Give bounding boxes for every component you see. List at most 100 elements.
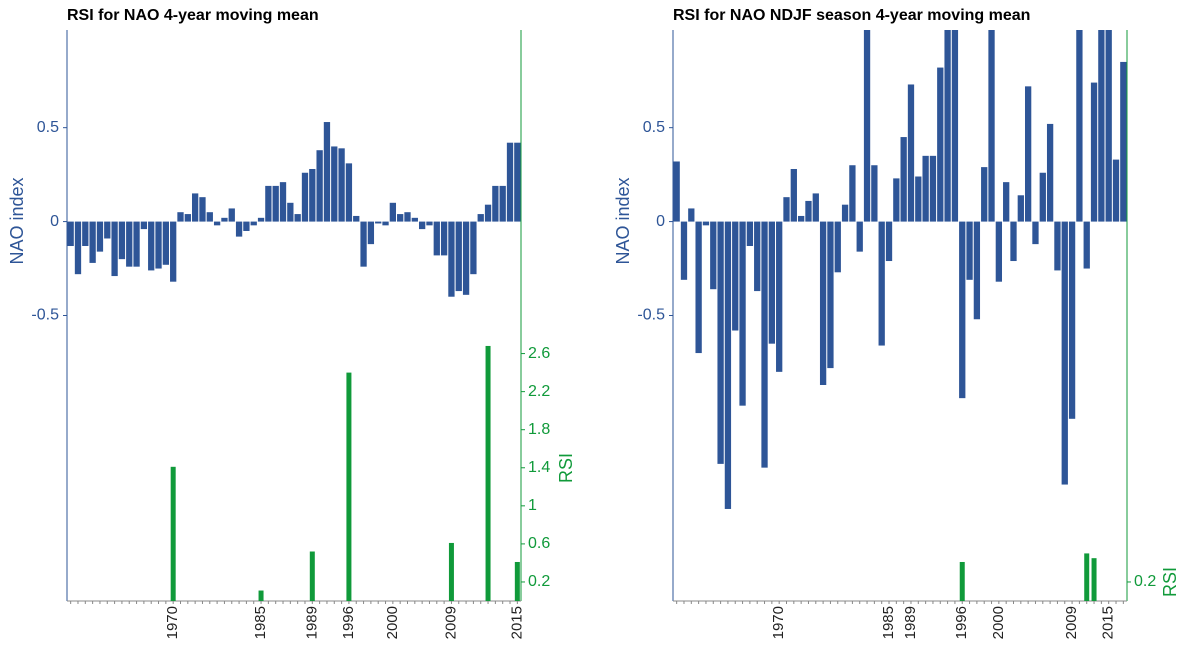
nao-bar — [812, 193, 819, 222]
nao-bar — [353, 215, 360, 222]
nao-bar — [1024, 86, 1032, 222]
nao-bar — [988, 30, 995, 222]
nao-bar — [688, 208, 695, 222]
nao-bar — [514, 142, 521, 222]
nao-bar — [162, 221, 170, 265]
plot-area — [673, 30, 1127, 601]
nao-bar — [754, 221, 761, 292]
y-tick-label: 0.5 — [37, 119, 59, 136]
nao-bar — [834, 221, 841, 273]
nao-bar — [462, 221, 470, 295]
nao-bar — [243, 221, 250, 231]
nao-bar — [360, 221, 367, 267]
nao-bar — [265, 185, 272, 222]
nao-bar — [885, 221, 893, 262]
nao-bar — [1039, 172, 1046, 222]
nao-bar — [177, 212, 184, 222]
x-tick-label: 1996 — [953, 606, 970, 639]
nao-bar — [1010, 221, 1017, 262]
nao-bar — [724, 221, 732, 509]
nao-bar — [1090, 82, 1098, 222]
nao-bar — [126, 221, 133, 267]
chart-title: RSI for NAO 4-year moving mean — [67, 7, 319, 24]
nao-bar — [148, 221, 155, 271]
rsi-bar — [514, 561, 520, 601]
nao-bar — [323, 122, 331, 222]
y2-tick-label: 1.4 — [528, 459, 550, 476]
nao-bar — [279, 182, 287, 222]
rsi-bar — [258, 590, 264, 601]
nao-bar — [345, 163, 353, 222]
x-tick-label: 1970 — [770, 606, 787, 639]
panel: RSI for NAO 4-year moving mean 0.5 0 -0.5 0.… — [7, 7, 576, 639]
nao-bar — [96, 221, 104, 252]
nao-bar — [170, 221, 177, 282]
nao-bar — [871, 165, 878, 222]
nao-bar — [470, 221, 477, 275]
rsi-bar — [1091, 558, 1097, 601]
nao-bar — [1003, 182, 1010, 222]
nao-bar — [944, 30, 951, 222]
nao-bar — [477, 214, 484, 222]
rsi-bar — [309, 551, 315, 601]
nao-bar — [790, 168, 797, 222]
nao-bar — [673, 161, 680, 222]
nao-bar — [82, 221, 89, 247]
nao-bar — [1083, 221, 1090, 269]
nao-bar — [915, 176, 922, 222]
nao-bar — [104, 221, 111, 239]
nao-bar — [959, 221, 966, 399]
x-tick-label: 1989 — [902, 606, 919, 639]
nao-bar — [1032, 221, 1039, 245]
y-tick-label: -0.5 — [637, 307, 665, 324]
nao-bar — [455, 221, 462, 292]
nao-bar — [426, 221, 433, 226]
x-tick-label: 1989 — [303, 606, 320, 639]
nao-bar — [695, 221, 702, 354]
nao-bar — [768, 221, 776, 344]
rsi-bar — [346, 372, 352, 601]
nao-bar — [841, 204, 849, 222]
nao-bar — [746, 221, 754, 247]
x-tick-label: 2000 — [384, 606, 401, 639]
nao-bar — [74, 221, 82, 275]
nao-bar — [213, 221, 221, 226]
nao-bar — [717, 221, 724, 464]
nao-bar — [338, 148, 345, 222]
nao-bar — [506, 142, 514, 222]
nao-bar — [900, 137, 907, 222]
nao-bar — [440, 221, 448, 256]
x-tick-label: 1970 — [164, 606, 181, 639]
nao-bar — [118, 221, 126, 260]
nao-bar — [761, 221, 768, 468]
nao-bar — [966, 221, 973, 280]
nao-bar — [235, 221, 243, 237]
y2-tick-label: 0.2 — [528, 573, 550, 590]
y-tick-label: 0 — [50, 213, 59, 230]
y-tick-label: 0.5 — [643, 119, 665, 136]
y2-tick-label: 0.6 — [528, 535, 550, 552]
nao-bar — [863, 30, 871, 222]
nao-bar — [710, 221, 717, 290]
x-tick-label: 1985 — [880, 606, 897, 639]
nao-bar — [805, 200, 812, 222]
nao-bar — [499, 185, 506, 222]
x-tick-label: 2000 — [990, 606, 1007, 639]
nao-bar — [1105, 30, 1112, 222]
nao-bar — [228, 208, 235, 222]
x-tick-label: 2015 — [508, 606, 525, 639]
nao-bar — [404, 212, 411, 222]
y-tick-label: -0.5 — [31, 307, 59, 324]
y2-tick-label: 1 — [528, 497, 537, 514]
nao-bar — [783, 197, 790, 222]
nao-bar — [1017, 195, 1024, 222]
nao-bar — [155, 221, 162, 269]
y-axis-label: NAO index — [7, 177, 27, 264]
nao-bar — [397, 214, 404, 222]
nao-bar — [287, 202, 294, 222]
panel: RSI for NAO NDJF season 4-year moving me… — [613, 7, 1180, 639]
nao-bar — [257, 217, 265, 222]
nao-bar — [973, 221, 981, 320]
nao-bar — [739, 221, 746, 406]
nao-bar — [294, 214, 301, 222]
